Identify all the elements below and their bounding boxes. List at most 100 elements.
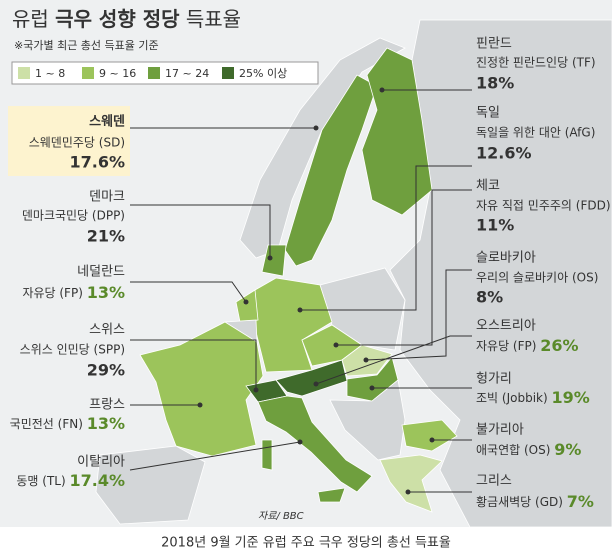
party-name: 독일을 위한 대안 (AfG) — [476, 126, 595, 140]
legend-label: 1 ~ 8 — [35, 67, 65, 80]
legend-swatch — [148, 67, 160, 79]
title-topic: 극우 성향 정당 — [55, 7, 180, 31]
vote-share: 29% — [87, 361, 125, 380]
netherlands — [235, 289, 259, 323]
party-line: 국민전선 (FN) 13% — [10, 414, 125, 433]
vote-share: 8% — [476, 288, 503, 307]
vote-share: 18% — [476, 74, 514, 93]
leader-line — [130, 281, 247, 303]
sardinia — [261, 439, 273, 471]
map — [95, 19, 612, 528]
country-name: 슬로바키아 — [476, 251, 536, 266]
vote-share: 7% — [567, 492, 594, 511]
source: 자료/ BBC — [258, 510, 304, 522]
leader-lines — [129, 87, 472, 495]
vote-share: 9% — [554, 440, 581, 459]
spain — [95, 445, 206, 525]
vote-share: 21% — [87, 227, 125, 246]
leader-line — [365, 269, 472, 361]
legend: 1 ~ 8 9 ~ 16 17 ~ 24 25% 이상 — [18, 67, 287, 80]
leader-dot — [297, 439, 303, 445]
party-name: 덴마크국민당 (DPP) — [22, 209, 125, 223]
party-name: 국민전선 (FN) — [10, 417, 83, 431]
country-name: 스위스 — [89, 323, 125, 338]
title-suffix: 득표율 — [186, 7, 241, 31]
vote-share: 12.6% — [476, 144, 532, 163]
country-name: 헝가리 — [476, 372, 512, 387]
legend-swatch — [82, 67, 94, 79]
legend-label: 9 ~ 16 — [99, 67, 136, 80]
vote-share: 11% — [476, 216, 514, 235]
party-name: 스웨덴민주당 (SD) — [29, 136, 125, 150]
country-name: 그리스 — [476, 474, 512, 489]
greece — [379, 454, 443, 513]
leader-dot — [243, 299, 249, 305]
leader-dot — [379, 87, 385, 93]
party-name: 자유당 (FP) — [22, 286, 82, 300]
country-name: 스웨덴 — [89, 114, 125, 130]
leader-dot — [313, 125, 319, 131]
party-name: 황금새벽당 (GD) — [476, 495, 563, 509]
title: 유럽 극우 성향 정당 득표율 — [12, 7, 241, 31]
country-name: 독일 — [476, 106, 500, 121]
denmark — [261, 244, 287, 277]
caption: 2018년 9월 기준 유럽 주요 극우 정당의 총선 득표율 — [161, 536, 451, 551]
party-name: 자유당 (FP) — [476, 339, 536, 353]
vote-share: 19% — [552, 388, 590, 407]
country-name: 네덜란드 — [77, 265, 125, 280]
vote-share: 17.6% — [69, 153, 125, 172]
france — [139, 321, 264, 457]
vote-share: 13% — [87, 283, 125, 302]
sicily — [317, 487, 346, 503]
country-name: 핀란드 — [476, 37, 512, 52]
leader-line — [336, 189, 472, 346]
leader-line — [315, 335, 472, 385]
caption-bar — [0, 527, 612, 558]
vote-share: 13% — [87, 414, 125, 433]
highlight-box — [8, 106, 130, 176]
country-name: 체코 — [476, 179, 500, 194]
leader-line — [129, 441, 301, 471]
party-line: 동맹 (TL) 17.4% — [16, 471, 125, 490]
legend-swatch — [222, 67, 234, 79]
party-line: 황금새벽당 (GD) 7% — [476, 492, 594, 511]
leader-dot — [267, 255, 273, 261]
party-line: 조빅 (Jobbik) 19% — [476, 388, 590, 407]
party-name: 진정한 핀란드인당 (TF) — [476, 56, 596, 70]
party-name: 우리의 슬로바키아 (OS) — [476, 271, 598, 285]
party-line: 자유당 (FP) 26% — [476, 336, 579, 355]
balkans — [329, 379, 406, 461]
party-name: 스위스 인민당 (SPP) — [20, 343, 125, 357]
country-name: 덴마크 — [89, 190, 125, 205]
party-line: 애국연합 (OS) 9% — [476, 440, 581, 459]
party-name: 애국연합 (OS) — [476, 443, 550, 457]
leader-dot — [333, 342, 339, 348]
leader-dot — [297, 307, 303, 313]
vote-share: 17.4% — [69, 471, 125, 490]
leader-dot — [313, 381, 319, 387]
vote-share: 26% — [540, 336, 578, 355]
sweden — [284, 74, 378, 267]
leader-dot — [253, 387, 259, 393]
legend-swatch — [18, 67, 30, 79]
party-name: 동맹 (TL) — [16, 474, 65, 488]
country-name: 오스트리아 — [476, 319, 536, 334]
party-name: 자유 직접 민주주의 (FDD) — [476, 199, 611, 213]
leader-line — [300, 165, 472, 311]
title-region: 유럽 — [12, 7, 49, 31]
leader-line — [130, 339, 257, 390]
bulgaria — [401, 419, 458, 452]
leader-line — [130, 204, 271, 258]
italy — [257, 395, 373, 493]
leader-dot — [429, 437, 435, 443]
subtitle: ※국가별 최근 총선 득표율 기준 — [14, 39, 159, 52]
legend-label: 25% 이상 — [239, 67, 287, 80]
party-name: 조빅 (Jobbik) — [476, 391, 548, 405]
leader-dot — [369, 385, 375, 391]
leader-dot — [405, 489, 411, 495]
leader-dot — [197, 402, 203, 408]
country-name: 프랑스 — [89, 398, 125, 413]
leader-dot — [363, 357, 369, 363]
